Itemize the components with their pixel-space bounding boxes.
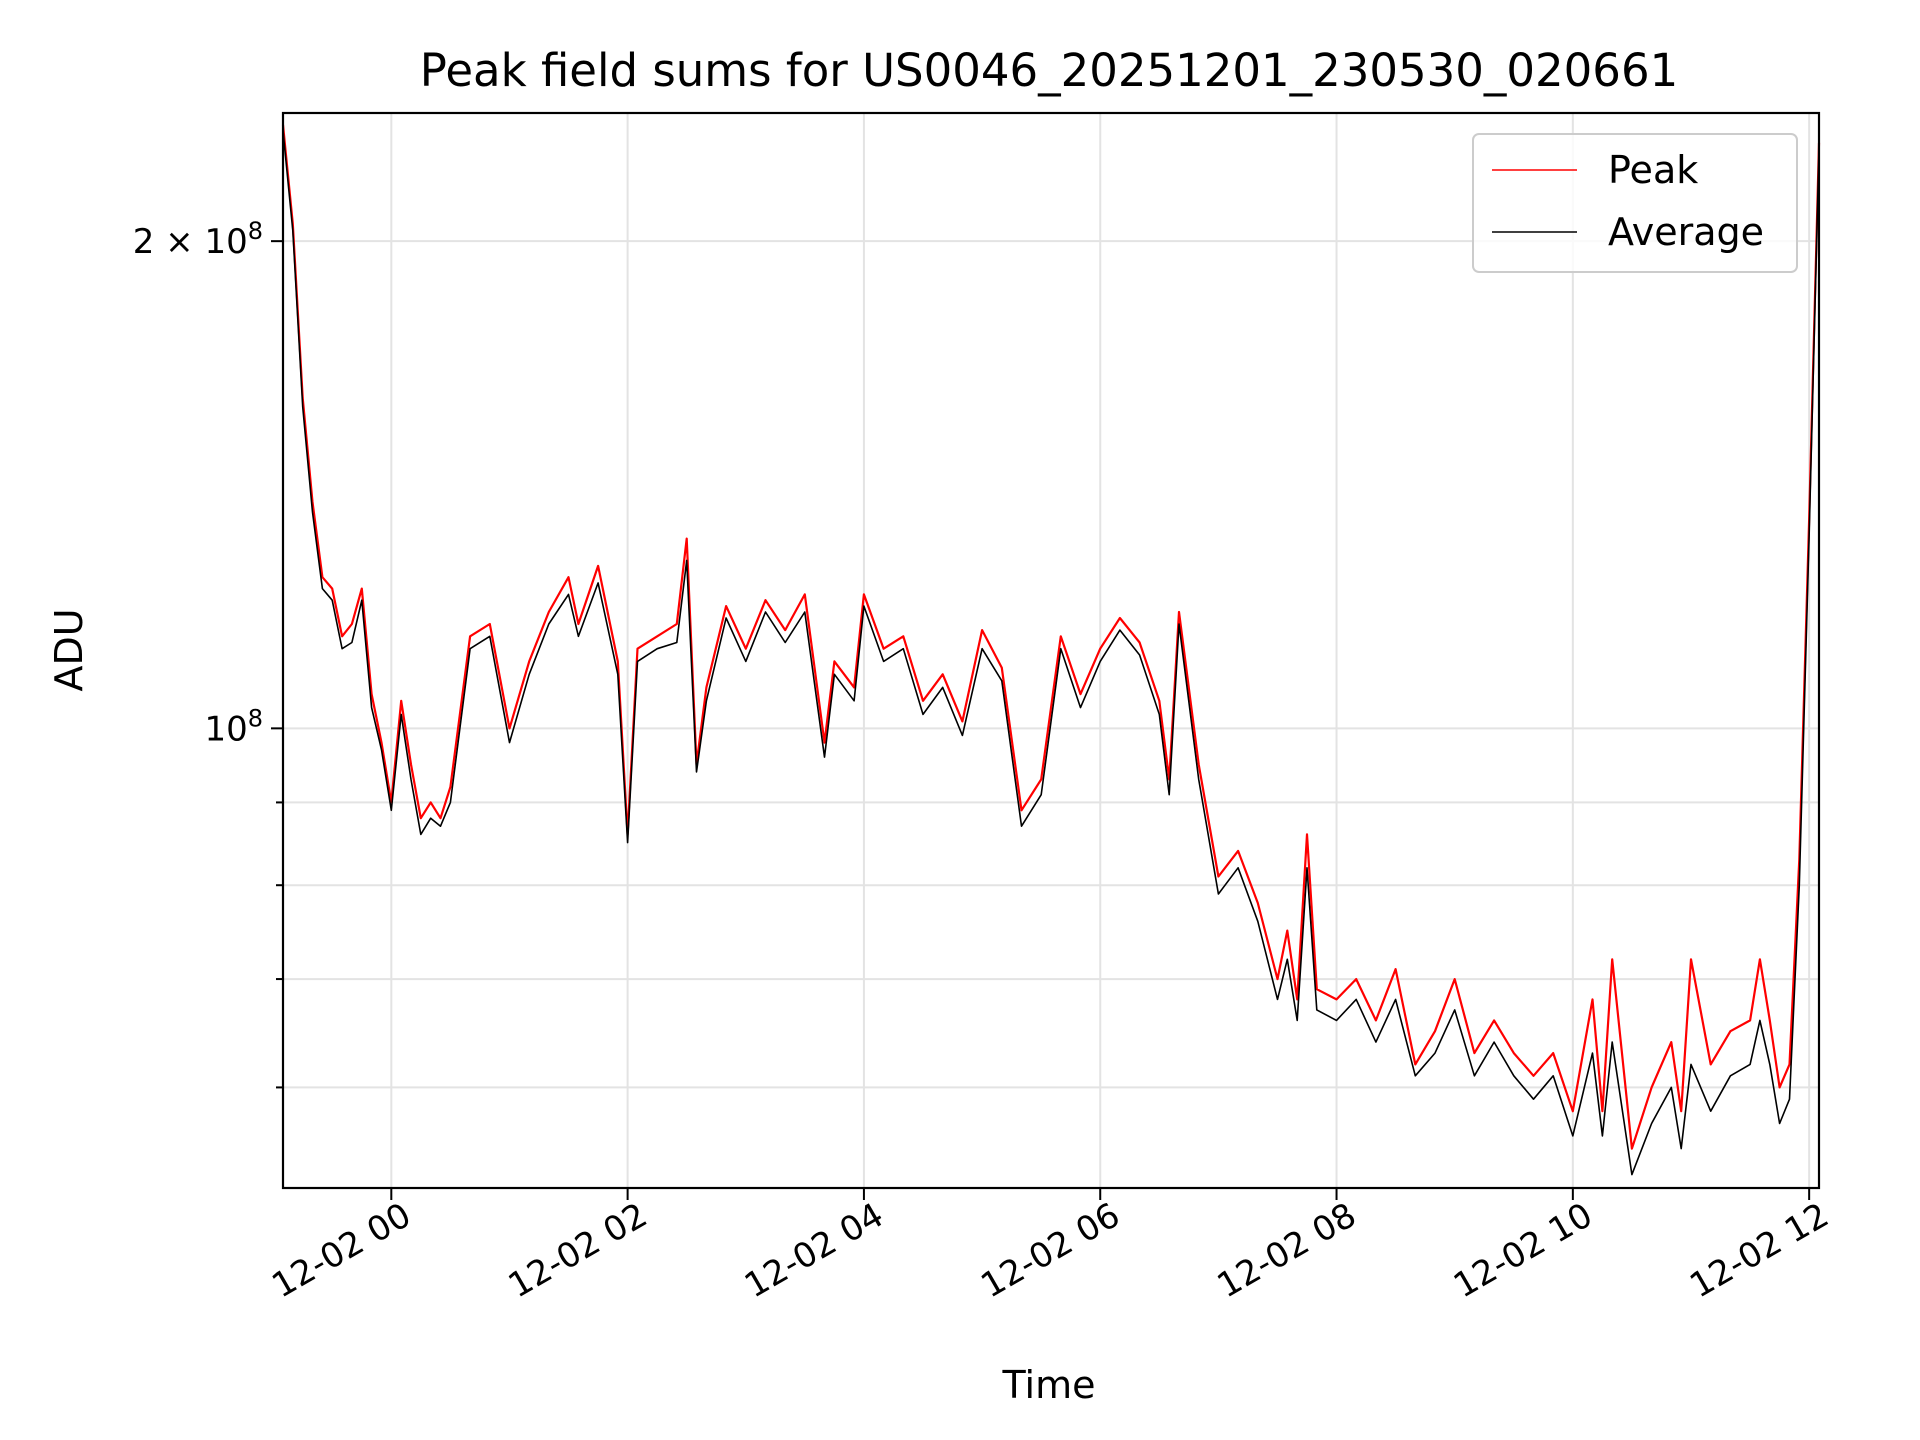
- legend-label-average: Average: [1608, 210, 1764, 254]
- series-layer: [281, 124, 1821, 1176]
- y-tick-label-exponent: 8: [248, 704, 263, 732]
- chart-title: Peak field sums for US0046_20251201_2305…: [420, 44, 1678, 97]
- y-axis-label: ADU: [47, 608, 91, 691]
- legend-box: [1472, 133, 1798, 273]
- y-tick-label: 2 × 108: [133, 217, 263, 262]
- plot-frame: [281, 111, 1821, 1190]
- y-tick-label: 108: [204, 704, 263, 749]
- y-tick-label-base: 2 × 10: [133, 222, 248, 262]
- legend-label-peak: Peak: [1608, 148, 1698, 192]
- y-tick-label-base: 10: [204, 709, 247, 749]
- gridlines: [283, 113, 1819, 1188]
- series-line-peak: [281, 124, 1821, 1150]
- series-line-average: [282, 130, 1820, 1176]
- y-tick-label-exponent: 8: [248, 217, 263, 245]
- legend: Peak Average: [1472, 133, 1798, 273]
- x-axis-label: Time: [1002, 1363, 1096, 1407]
